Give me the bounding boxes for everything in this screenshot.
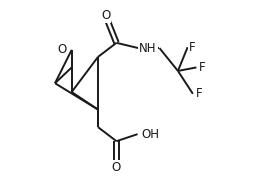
Text: O: O — [101, 9, 110, 22]
Text: NH: NH — [139, 42, 157, 55]
Text: O: O — [112, 161, 121, 174]
Text: F: F — [196, 87, 202, 100]
Text: O: O — [57, 43, 66, 56]
Text: OH: OH — [141, 128, 159, 141]
Text: F: F — [189, 41, 196, 54]
Text: F: F — [199, 61, 206, 74]
